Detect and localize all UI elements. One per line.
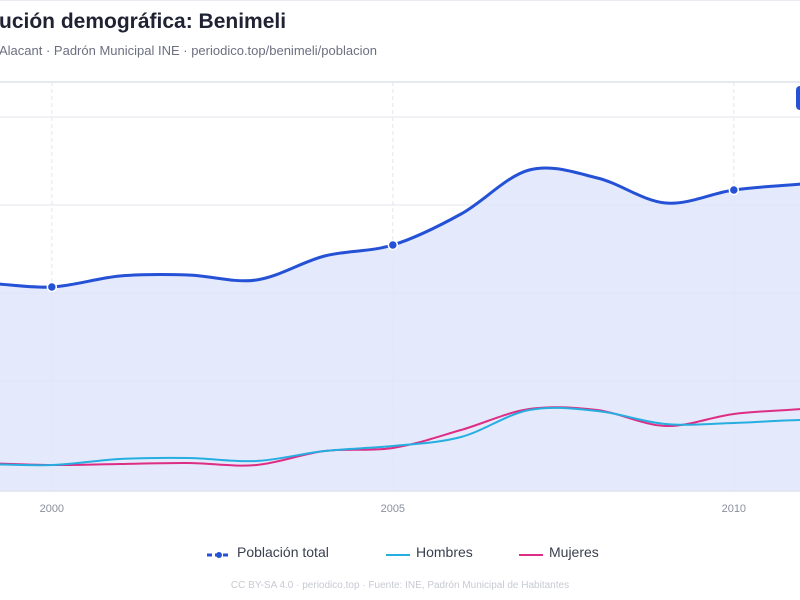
point-marker-2010 (728, 184, 740, 196)
top-divider (0, 0, 800, 1)
point-marker-2005 (387, 239, 399, 251)
legend-item-total[interactable]: Población total (237, 544, 329, 560)
series-line-hombres (0, 406, 800, 467)
series-line-mujeres (0, 406, 800, 467)
chart-subtitle: Alacant · Padrón Municipal INE · periodi… (0, 43, 377, 58)
legend-swatch-hombres (386, 554, 410, 556)
x-tick-label-2005: 2005 (381, 503, 405, 515)
x-tick-label-2010: 2010 (722, 503, 746, 515)
legend-item-hombres[interactable]: Hombres (416, 544, 473, 560)
legend-item-mujeres[interactable]: Mujeres (549, 544, 599, 560)
chart-title: ución demográfica: Benimeli (0, 10, 287, 33)
x-tick-label-2000: 2000 (40, 503, 64, 515)
chart-menu-button[interactable] (796, 86, 800, 110)
series-area-total (0, 167, 800, 491)
legend-swatch-mujeres (519, 554, 543, 556)
legend-swatch-total (207, 552, 231, 558)
point-marker-2000 (46, 281, 58, 293)
chart-credits: CC BY-SA 4.0 · periodico.top · Fuente: I… (230, 580, 570, 591)
